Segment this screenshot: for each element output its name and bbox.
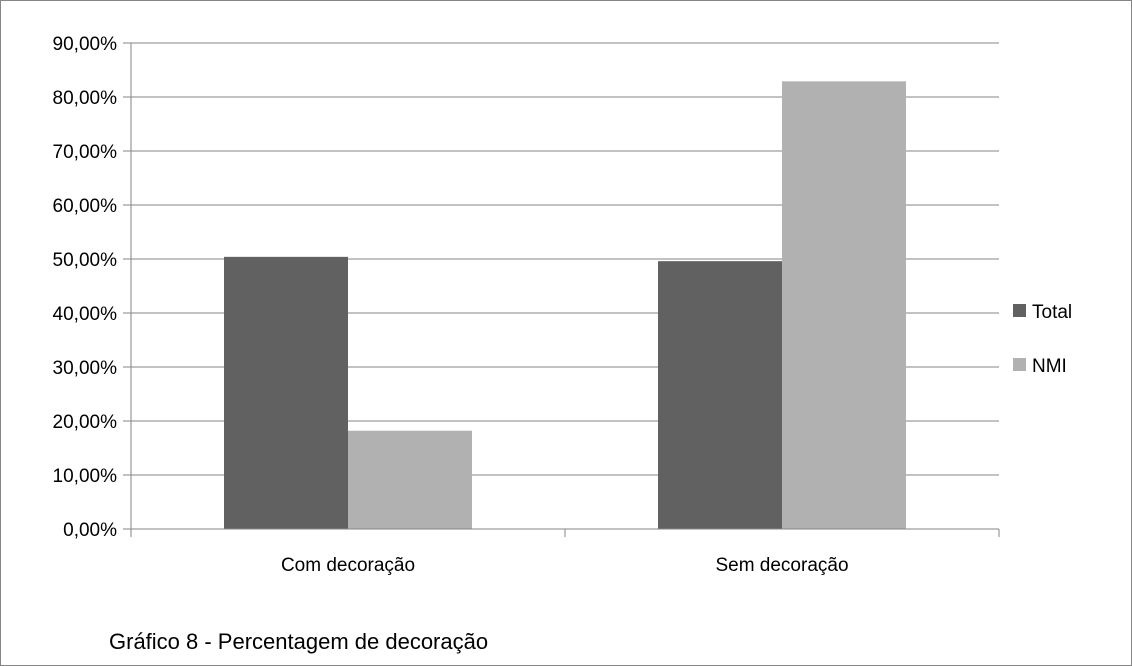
x-tick-label: Sem decoração bbox=[715, 555, 848, 576]
y-tick-labels: 0,00% 10,00% 20,00% 30,00% 40,00% 50,00% 60,00… bbox=[53, 34, 118, 541]
y-tick-label: 10,00% bbox=[53, 466, 118, 487]
bar-nmi-1 bbox=[348, 430, 472, 529]
y-tick-label: 80,00% bbox=[53, 88, 118, 109]
bar-nmi-2 bbox=[782, 81, 906, 529]
bar-total-1 bbox=[224, 256, 348, 529]
y-tick-label: 50,00% bbox=[53, 250, 118, 271]
y-tick-label: 60,00% bbox=[53, 196, 118, 217]
legend-label-nmi: NMI bbox=[1032, 356, 1067, 377]
y-tick-label: 20,00% bbox=[53, 412, 118, 433]
x-tick-labels: Com decoração Sem decoração bbox=[281, 555, 849, 576]
y-tick-label: 70,00% bbox=[53, 142, 118, 163]
y-tick-label: 40,00% bbox=[53, 304, 118, 325]
legend: Total NMI bbox=[1013, 302, 1072, 377]
legend-label-total: Total bbox=[1032, 302, 1072, 323]
legend-swatch-nmi bbox=[1013, 358, 1026, 371]
bar-total-2 bbox=[658, 261, 782, 529]
legend-swatch-total bbox=[1013, 304, 1026, 317]
y-tick-label: 90,00% bbox=[53, 34, 118, 55]
y-tick-label: 30,00% bbox=[53, 358, 118, 379]
axes bbox=[123, 43, 1000, 537]
x-tick-label: Com decoração bbox=[281, 555, 415, 576]
chart-caption: Gráfico 8 - Percentagem de decoração bbox=[109, 629, 489, 654]
y-tick-label: 0,00% bbox=[63, 520, 117, 541]
bars bbox=[224, 81, 906, 529]
